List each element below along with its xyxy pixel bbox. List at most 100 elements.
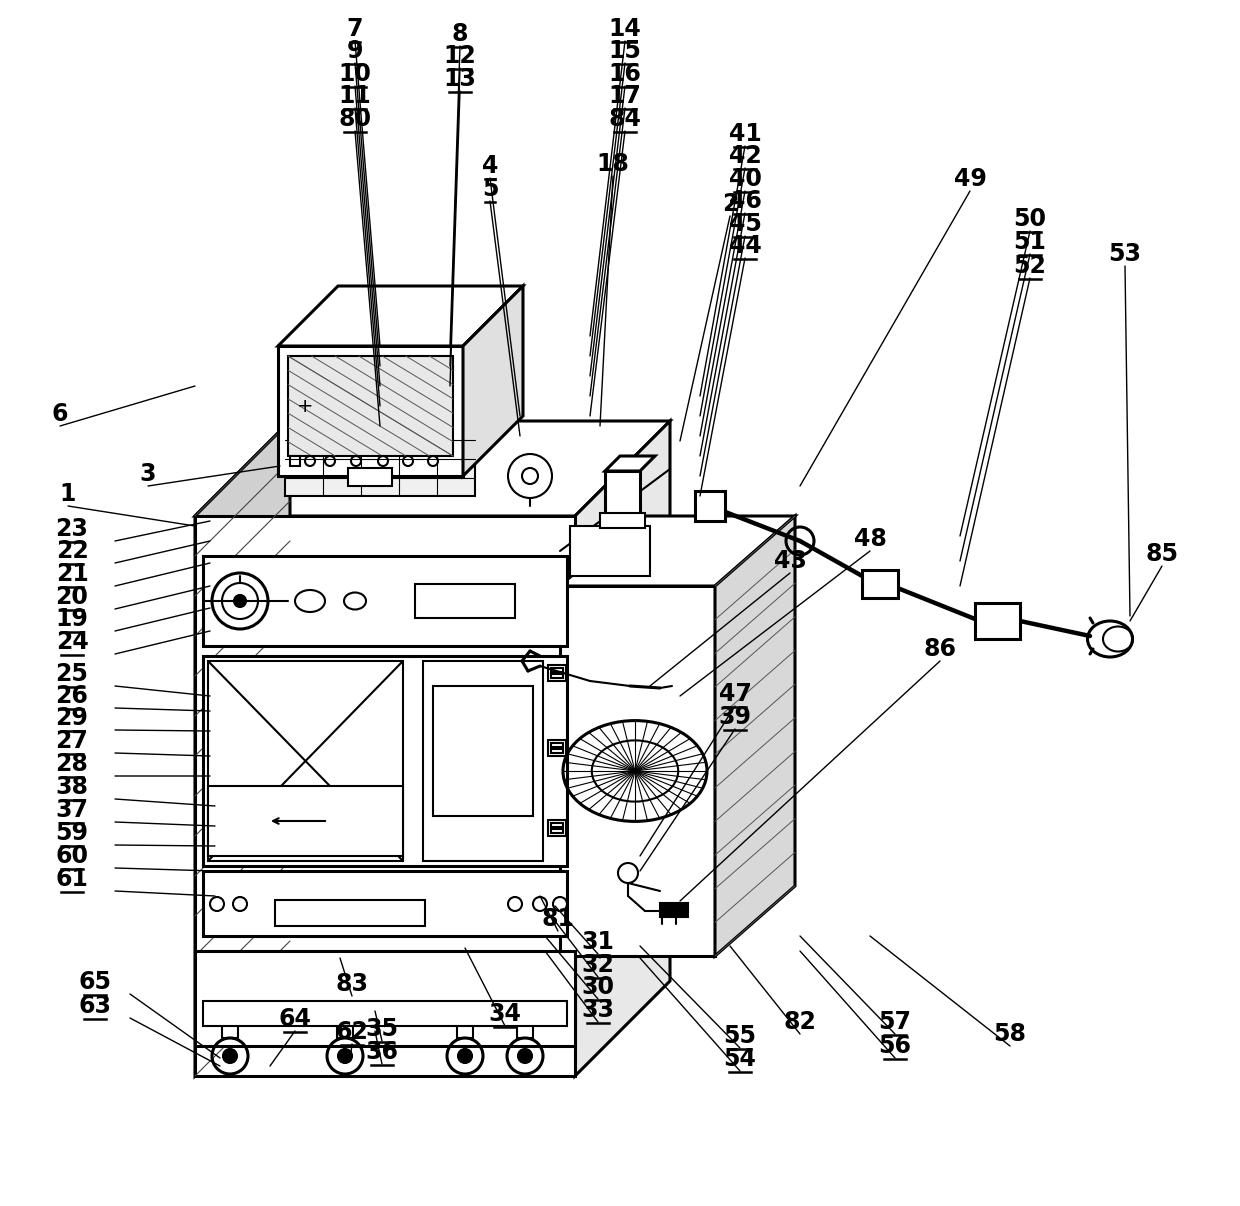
Text: 82: 82: [784, 1009, 816, 1034]
Bar: [551, 749, 563, 753]
Text: 52: 52: [1013, 254, 1047, 279]
Text: 84: 84: [609, 107, 641, 131]
Bar: [548, 665, 565, 681]
Polygon shape: [195, 421, 670, 516]
Circle shape: [223, 1049, 237, 1062]
Bar: [694, 491, 725, 521]
Bar: [285, 421, 475, 496]
Text: 25: 25: [56, 662, 88, 686]
Text: 59: 59: [56, 821, 88, 845]
Text: 20: 20: [56, 585, 88, 609]
Bar: [195, 516, 575, 1076]
Text: 32: 32: [582, 953, 615, 977]
Text: 34: 34: [489, 1002, 522, 1026]
Text: 4: 4: [482, 154, 498, 178]
Polygon shape: [463, 286, 523, 476]
Text: 56: 56: [878, 1034, 911, 1058]
Text: 6: 6: [52, 402, 68, 426]
Bar: [348, 468, 392, 486]
Text: 21: 21: [56, 562, 88, 586]
Text: 58: 58: [993, 1021, 1027, 1046]
Text: 45: 45: [729, 212, 761, 236]
Circle shape: [234, 595, 246, 607]
Text: 23: 23: [56, 517, 88, 541]
Polygon shape: [605, 456, 655, 472]
Bar: [203, 556, 567, 646]
Bar: [415, 584, 515, 617]
Text: 19: 19: [56, 607, 88, 631]
Text: 1: 1: [60, 482, 76, 507]
Text: 26: 26: [56, 684, 88, 708]
Bar: [203, 656, 567, 866]
Bar: [203, 871, 567, 936]
Bar: [288, 356, 453, 456]
Bar: [551, 829, 563, 833]
Text: 61: 61: [56, 867, 88, 891]
Text: 81: 81: [542, 907, 574, 931]
Polygon shape: [560, 516, 795, 586]
Text: 62: 62: [336, 1020, 368, 1044]
Text: 3: 3: [140, 462, 156, 486]
Bar: [605, 472, 640, 516]
Text: 27: 27: [56, 728, 88, 753]
Polygon shape: [715, 516, 795, 956]
Text: 63: 63: [78, 994, 112, 1018]
Text: 40: 40: [729, 166, 761, 191]
Bar: [275, 900, 425, 926]
Bar: [548, 820, 565, 836]
Text: 8: 8: [451, 22, 469, 46]
Text: 49: 49: [954, 166, 987, 191]
Text: 31: 31: [582, 930, 615, 954]
Text: 48: 48: [853, 527, 887, 551]
Bar: [290, 456, 300, 466]
Text: 12: 12: [444, 43, 476, 68]
Bar: [551, 674, 563, 678]
Text: 17: 17: [609, 84, 641, 109]
Text: 9: 9: [347, 39, 363, 63]
Text: 60: 60: [56, 844, 88, 868]
Bar: [975, 603, 1021, 639]
Text: 7: 7: [347, 17, 363, 41]
Text: 15: 15: [609, 39, 641, 63]
Bar: [551, 668, 563, 672]
Bar: [551, 743, 563, 747]
Bar: [278, 346, 463, 476]
Text: 47: 47: [718, 683, 751, 706]
Text: 37: 37: [56, 798, 88, 822]
Text: 65: 65: [78, 970, 112, 994]
Text: 85: 85: [1146, 541, 1178, 566]
Text: 55: 55: [723, 1024, 756, 1048]
Text: 46: 46: [729, 189, 761, 213]
Bar: [560, 586, 715, 956]
Text: 29: 29: [56, 706, 88, 730]
Text: 54: 54: [724, 1047, 756, 1071]
Circle shape: [458, 1049, 472, 1062]
Bar: [551, 822, 563, 827]
Text: 86: 86: [924, 637, 956, 661]
Bar: [433, 686, 533, 816]
Text: 39: 39: [718, 706, 751, 728]
Bar: [423, 661, 543, 861]
Text: 57: 57: [878, 1009, 911, 1034]
Bar: [600, 513, 645, 528]
Text: 33: 33: [582, 999, 615, 1021]
Bar: [548, 740, 565, 756]
Text: 41: 41: [729, 122, 761, 146]
Bar: [195, 952, 575, 1046]
Text: 22: 22: [56, 539, 88, 563]
Text: 24: 24: [56, 630, 88, 654]
Polygon shape: [195, 421, 290, 1076]
Text: 16: 16: [609, 62, 641, 86]
Text: 43: 43: [774, 549, 806, 573]
Polygon shape: [575, 421, 670, 1076]
Text: 44: 44: [729, 234, 761, 258]
Text: +: +: [296, 397, 314, 416]
Polygon shape: [278, 286, 523, 346]
Bar: [570, 526, 650, 576]
Text: 28: 28: [56, 753, 88, 775]
Text: 35: 35: [366, 1017, 398, 1041]
Circle shape: [339, 1049, 352, 1062]
Text: 42: 42: [729, 144, 761, 168]
Text: 83: 83: [336, 972, 368, 996]
Text: 2: 2: [722, 192, 738, 216]
